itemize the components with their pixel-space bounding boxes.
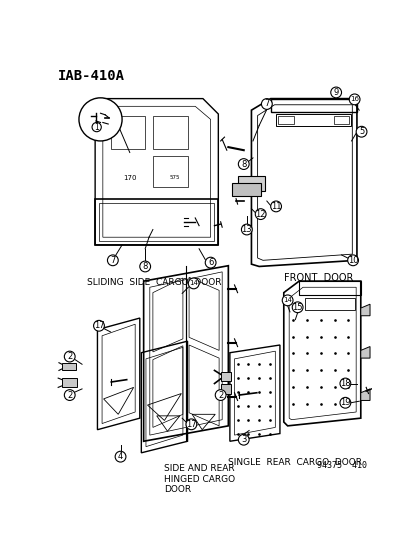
- Circle shape: [241, 224, 252, 235]
- Text: 8: 8: [142, 262, 147, 271]
- Circle shape: [140, 261, 150, 272]
- Text: 14: 14: [282, 297, 291, 303]
- Circle shape: [107, 255, 118, 265]
- Text: 5: 5: [358, 127, 363, 136]
- Text: FRONT  DOOR: FRONT DOOR: [283, 273, 352, 284]
- Text: 19: 19: [339, 398, 350, 407]
- Text: 7: 7: [110, 256, 115, 265]
- Circle shape: [93, 320, 104, 331]
- Text: 13: 13: [241, 225, 252, 234]
- Circle shape: [347, 255, 358, 265]
- Circle shape: [115, 451, 126, 462]
- Circle shape: [188, 278, 199, 289]
- Text: SIDE AND REAR
HINGED CARGO
DOOR: SIDE AND REAR HINGED CARGO DOOR: [164, 464, 235, 494]
- Text: 2: 2: [67, 352, 72, 361]
- Circle shape: [270, 201, 281, 212]
- Text: 15: 15: [292, 303, 302, 312]
- Circle shape: [330, 87, 341, 98]
- Polygon shape: [62, 378, 77, 387]
- Circle shape: [261, 99, 272, 109]
- Text: 94375  410: 94375 410: [316, 461, 366, 470]
- Text: 170: 170: [123, 175, 136, 181]
- Polygon shape: [360, 346, 369, 358]
- Circle shape: [339, 378, 350, 389]
- Text: 2: 2: [67, 391, 72, 400]
- Circle shape: [282, 295, 292, 306]
- Polygon shape: [237, 175, 265, 191]
- Text: 2: 2: [218, 391, 223, 400]
- Circle shape: [185, 419, 196, 430]
- Text: 9: 9: [333, 88, 338, 97]
- Text: 16: 16: [349, 96, 358, 102]
- Text: 3: 3: [240, 435, 246, 444]
- Text: SINGLE  REAR  CARGO  DOOR: SINGLE REAR CARGO DOOR: [228, 458, 361, 467]
- Text: 575: 575: [169, 175, 179, 180]
- Circle shape: [355, 126, 366, 137]
- Text: 14: 14: [189, 280, 198, 286]
- Circle shape: [255, 209, 266, 220]
- Circle shape: [339, 398, 350, 408]
- Circle shape: [238, 159, 249, 169]
- Circle shape: [79, 98, 122, 141]
- Circle shape: [64, 390, 75, 400]
- Polygon shape: [360, 304, 369, 316]
- Circle shape: [292, 302, 302, 313]
- Circle shape: [64, 351, 75, 362]
- Text: 8: 8: [240, 159, 246, 168]
- Text: 4: 4: [118, 452, 123, 461]
- Text: 11: 11: [270, 202, 281, 211]
- Text: 10: 10: [347, 256, 358, 265]
- Circle shape: [215, 390, 225, 400]
- Text: 7: 7: [263, 100, 269, 109]
- Text: 17: 17: [93, 321, 104, 330]
- Polygon shape: [220, 384, 231, 393]
- Text: 18: 18: [339, 379, 350, 388]
- Polygon shape: [220, 372, 231, 381]
- Circle shape: [92, 123, 101, 132]
- Circle shape: [205, 257, 216, 268]
- Text: 6: 6: [207, 258, 213, 267]
- Circle shape: [238, 434, 249, 445]
- Text: SLIDING  SIDE  CARGO  DOOR: SLIDING SIDE CARGO DOOR: [87, 278, 221, 287]
- Polygon shape: [62, 363, 76, 370]
- Polygon shape: [232, 183, 260, 196]
- Polygon shape: [360, 389, 369, 400]
- Circle shape: [349, 94, 359, 105]
- Text: IAB-410A: IAB-410A: [57, 69, 124, 83]
- Text: 17: 17: [185, 420, 196, 429]
- Text: 12: 12: [255, 209, 265, 219]
- Text: 1: 1: [94, 123, 99, 132]
